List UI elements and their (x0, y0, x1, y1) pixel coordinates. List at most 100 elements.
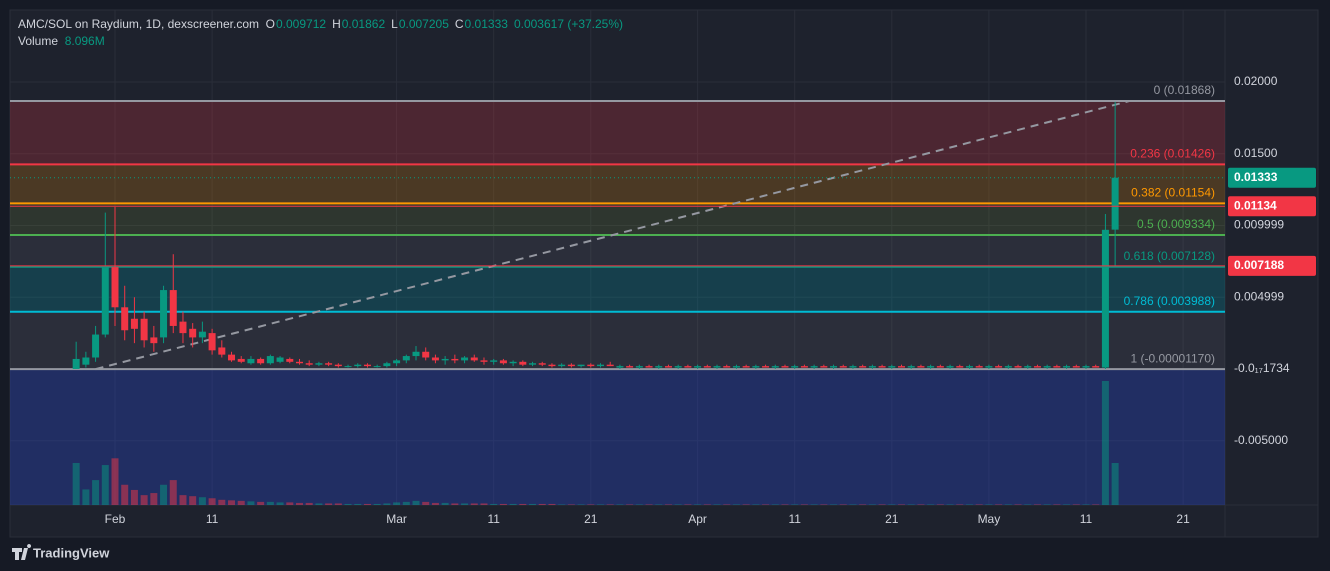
candle-body (762, 366, 770, 368)
candle-body (72, 358, 80, 369)
candle-body (286, 358, 294, 362)
x-tick-label: Apr (688, 512, 707, 526)
candle-body (422, 351, 430, 358)
candles (72, 101, 1119, 369)
volume-bar (276, 502, 284, 505)
volume-bar (868, 504, 876, 505)
volume-bar (150, 493, 158, 505)
x-tick-label: 11 (788, 512, 801, 526)
volume-bar (266, 501, 274, 505)
volume-bar (839, 504, 847, 505)
volume-bar (461, 503, 469, 505)
candle-body (82, 357, 90, 365)
fib-label: 1 (-0.00001170) (1130, 351, 1215, 365)
x-tick-label: 11 (1080, 512, 1093, 526)
candle-body (412, 351, 420, 357)
candle-body (664, 366, 672, 368)
volume-bar (422, 501, 430, 505)
candle-body (451, 358, 459, 361)
candle-body (965, 366, 973, 368)
candle-body (558, 364, 566, 367)
candle-body (820, 366, 828, 368)
volume-bar (907, 504, 915, 505)
volume-bar (72, 462, 80, 505)
candle-body (645, 366, 653, 368)
candle-body (830, 366, 838, 368)
l-value: 0.007205 (398, 17, 449, 31)
volume-bar (859, 504, 867, 505)
candle-body (1063, 366, 1071, 368)
candle-body (684, 366, 692, 368)
volume-bar (898, 504, 906, 505)
y-tick-label: 0.009999 (1234, 218, 1284, 232)
candle-body (1014, 366, 1022, 368)
fib-band (10, 164, 1225, 204)
footer-brand: TradingView (33, 545, 110, 560)
candle-body (150, 337, 158, 344)
candle-body (839, 366, 847, 368)
fib-band (10, 203, 1225, 236)
candle-body (674, 366, 682, 368)
candle-body (218, 347, 226, 355)
volume-bar (616, 504, 624, 505)
symbol-title: AMC/SOL on Raydium, 1D, dexscreener.com (18, 17, 259, 31)
volume-bar (160, 484, 168, 505)
change: 0.003617 (+37.25%) (513, 17, 624, 31)
h-value: 0.01862 (341, 17, 386, 31)
candle-body (140, 318, 148, 341)
o-value: 0.009712 (276, 17, 327, 31)
candle-body (771, 366, 779, 368)
volume-bar (1004, 504, 1012, 505)
candle-body (567, 364, 575, 367)
candle-body (373, 366, 381, 368)
volume-bar (1082, 504, 1090, 505)
candle-body (1092, 366, 1100, 368)
fib-band (10, 369, 1225, 505)
fib-band (10, 100, 1225, 165)
volume-bar (315, 503, 323, 505)
candle-body (936, 366, 944, 368)
volume-bar (402, 501, 410, 505)
c-value: 0.01333 (464, 17, 508, 31)
candle-body (276, 357, 284, 362)
x-tick-label: Feb (105, 512, 126, 526)
candle-body (927, 366, 935, 368)
candle-body (791, 366, 799, 368)
candle-body (519, 361, 527, 365)
volume-bar (878, 504, 886, 505)
candle-body (92, 334, 100, 358)
candle-body (354, 364, 362, 367)
volume-bar (732, 504, 740, 505)
candle-body (752, 366, 760, 368)
volume-bar (218, 499, 226, 505)
candle-body (888, 366, 896, 368)
legend: AMC/SOL on Raydium, 1D, dexscreener.com … (18, 16, 629, 50)
candle-body (334, 364, 342, 367)
volume-bar (538, 503, 546, 505)
volume-bar (286, 502, 294, 505)
candle-body (344, 366, 352, 368)
volume-bar (655, 504, 663, 505)
volume-bar (111, 458, 119, 505)
candle-body (228, 354, 236, 361)
candle-body (1072, 366, 1080, 368)
volume-bar (587, 504, 595, 505)
candle-body (363, 364, 371, 367)
candle-body (257, 358, 265, 364)
candle-body (577, 364, 585, 367)
volume-bar (723, 504, 731, 505)
fib-label: 0.786 (0.003988) (1124, 294, 1215, 308)
volume-bar (936, 504, 944, 505)
price-badge (1228, 196, 1316, 217)
candle-body (713, 366, 721, 368)
c-letter: C (454, 17, 464, 31)
volume-bar (635, 504, 643, 505)
candle-body (208, 333, 216, 351)
volume-bar (82, 489, 90, 505)
price-badge (1228, 255, 1316, 276)
candle-body (898, 366, 906, 368)
candle-body (393, 360, 401, 364)
volume-bar (363, 503, 371, 505)
y-tick-label: 0.01500 (1234, 146, 1278, 160)
